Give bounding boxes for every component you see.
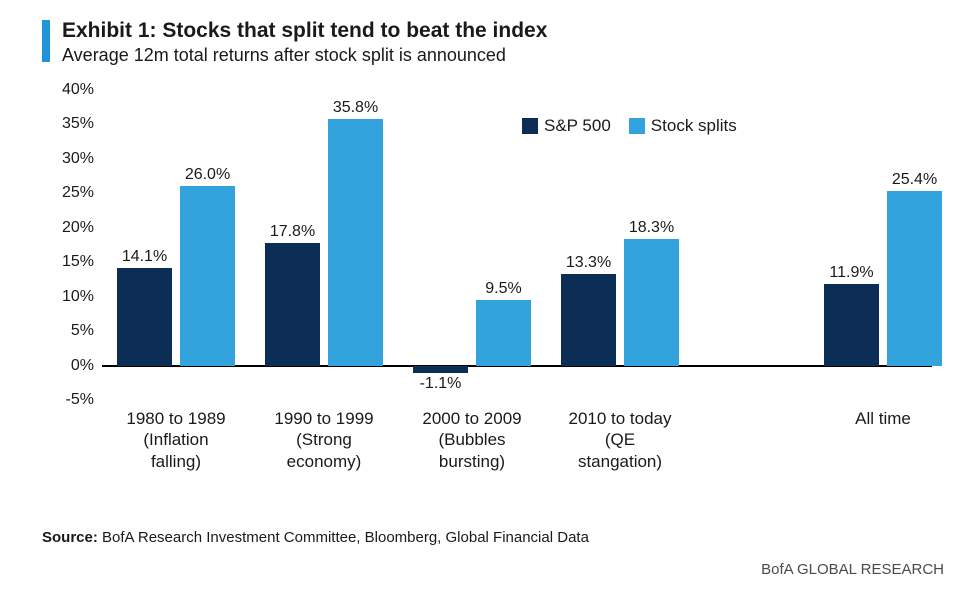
legend-label: S&P 500 xyxy=(544,116,611,136)
x-category-label: 1980 to 1989(Inflationfalling) xyxy=(102,408,250,472)
chart-title: Exhibit 1: Stocks that split tend to bea… xyxy=(62,18,547,43)
bar-value-label: 9.5% xyxy=(476,280,531,298)
legend-label: Stock splits xyxy=(651,116,737,136)
legend-swatch xyxy=(629,118,645,134)
x-category-label: 1990 to 1999(Strongeconomy) xyxy=(250,408,398,472)
chart-header: Exhibit 1: Stocks that split tend to bea… xyxy=(0,0,966,66)
y-axis: -5%0%5%10%15%20%25%30%35%40% xyxy=(42,90,102,400)
y-tick-label: 30% xyxy=(62,150,94,168)
footer-brand: BofA GLOBAL RESEARCH xyxy=(761,561,944,578)
bar-value-label: 18.3% xyxy=(624,219,679,237)
bar: 17.8% xyxy=(265,243,320,366)
bar-value-label: -1.1% xyxy=(413,375,468,393)
bar: 9.5% xyxy=(476,300,531,365)
x-category-label: 2010 to today(QEstangation) xyxy=(546,408,694,472)
plot-area: 14.1%26.0%17.8%35.8%-1.1%9.5%13.3%18.3%1… xyxy=(102,90,932,400)
bar-value-label: 25.4% xyxy=(887,171,942,189)
accent-bar xyxy=(42,20,50,62)
x-category-label: 2000 to 2009(Bubblesbursting) xyxy=(398,408,546,472)
bar: 26.0% xyxy=(180,186,235,365)
bar: -1.1% xyxy=(413,366,468,374)
bar-value-label: 13.3% xyxy=(561,254,616,272)
y-tick-label: 40% xyxy=(62,81,94,99)
source-prefix: Source: xyxy=(42,529,98,546)
x-category-label: All time xyxy=(809,408,957,429)
chart-area: -5%0%5%10%15%20%25%30%35%40% 14.1%26.0%1… xyxy=(42,80,942,500)
y-tick-label: 15% xyxy=(62,253,94,271)
y-tick-label: 10% xyxy=(62,288,94,306)
y-tick-label: 0% xyxy=(71,357,94,375)
y-tick-label: -5% xyxy=(66,391,94,409)
bar-value-label: 26.0% xyxy=(180,166,235,184)
source-line: Source: BofA Research Investment Committ… xyxy=(42,529,589,546)
bar: 13.3% xyxy=(561,274,616,366)
legend-item: S&P 500 xyxy=(522,116,611,136)
source-text: BofA Research Investment Committee, Bloo… xyxy=(98,529,589,546)
bar: 11.9% xyxy=(824,284,879,366)
y-tick-label: 35% xyxy=(62,115,94,133)
bar-value-label: 14.1% xyxy=(117,248,172,266)
legend-item: Stock splits xyxy=(629,116,737,136)
chart-subtitle: Average 12m total returns after stock sp… xyxy=(62,45,547,66)
bar-value-label: 35.8% xyxy=(328,99,383,117)
bar: 18.3% xyxy=(624,239,679,365)
bar-value-label: 17.8% xyxy=(265,223,320,241)
y-tick-label: 25% xyxy=(62,184,94,202)
bar-value-label: 11.9% xyxy=(824,264,879,282)
legend-swatch xyxy=(522,118,538,134)
bar: 25.4% xyxy=(887,191,942,366)
bar: 14.1% xyxy=(117,268,172,365)
legend: S&P 500 Stock splits xyxy=(522,116,737,136)
bar: 35.8% xyxy=(328,119,383,366)
y-tick-label: 20% xyxy=(62,219,94,237)
y-tick-label: 5% xyxy=(71,322,94,340)
